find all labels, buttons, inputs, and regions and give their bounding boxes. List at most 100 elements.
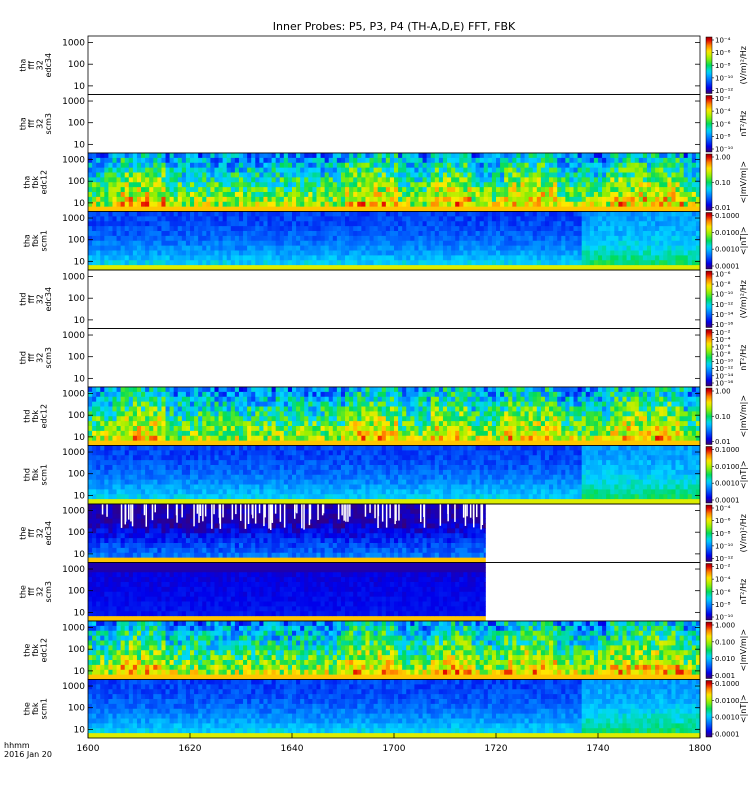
spectrogram-cell [276,182,281,187]
spectrogram-cell [414,407,419,412]
spectrogram-cell [198,387,203,392]
spectrogram-cell [394,246,399,251]
spectrogram-cell [361,168,366,173]
spectrogram-cell [655,187,660,192]
spectrogram-cell [182,251,187,256]
spectrogram-cell [378,177,383,182]
spectrogram-cell [574,158,579,163]
spectrogram-cell [210,436,215,441]
spectrogram-cell [129,402,134,407]
spectrogram-cell [247,197,252,202]
spectrogram-cell [296,158,301,163]
spectrogram-cell [647,236,652,241]
spectrogram-cell [435,231,440,236]
spectrogram-cell [598,202,603,207]
spectrogram-cell [508,231,513,236]
spectrogram-cell [402,202,407,207]
spectrogram-cell [586,236,591,241]
spectrogram-cell [243,402,248,407]
spectrogram-cell [692,236,697,241]
spectrogram-cell [219,173,224,178]
spectrogram-cell [541,236,546,241]
spectrogram-cell [663,251,668,256]
spectrogram-cell [170,221,175,226]
spectrogram-cell [386,153,391,158]
spectrogram-cell [112,168,117,173]
spectrogram-cell [398,212,403,217]
spectrogram-cell [569,168,574,173]
spectrogram-cell [149,231,154,236]
spectrogram-cell [137,212,142,217]
spectrogram-cell [153,421,158,426]
spectrogram-cell [525,187,530,192]
spectrogram-cell [590,260,595,265]
spectrogram-cell [341,197,346,202]
spectrogram-cell [206,260,211,265]
colorbar-tick-label: 10⁻⁴ [715,108,731,116]
spectrogram-cell [435,260,440,265]
spectrogram-cell [406,392,411,397]
spectrogram-cell [133,421,138,426]
spectrogram-cell [239,187,244,192]
spectrogram-cell [484,426,489,431]
spectrogram-cell [96,182,101,187]
spectrogram-cell [186,436,191,441]
spectrogram-cell [459,392,464,397]
spectrogram-cell [414,173,419,178]
spectrogram-cell [190,231,195,236]
spectrogram-cell [659,251,664,256]
spectrogram-cell [133,251,138,256]
spectrogram-cell [480,436,485,441]
spectrogram-cell [190,212,195,217]
spectrogram-cell [357,411,362,416]
spectrogram-cell [255,416,260,421]
spectrogram-cell [423,236,428,241]
spectrogram-cell [667,246,672,251]
spectrogram-cell [117,411,122,416]
spectrogram-cell [431,226,436,231]
spectrogram-cell [272,387,277,392]
spectrogram-cell [272,231,277,236]
spectrogram-cell [459,416,464,421]
spectrogram-cell [488,411,493,416]
spectrogram-cell [345,192,350,197]
spectrogram-cell [504,197,509,202]
spectrogram-cell [321,158,326,163]
spectrogram-cell [533,192,538,197]
spectrogram-cell [206,402,211,407]
spectrogram-cell [598,182,603,187]
spectrogram-cell [557,251,562,256]
spectrogram-cell [435,197,440,202]
spectrogram-cell [117,431,122,436]
spectrogram-cell [157,216,162,221]
spectrogram-cell [304,236,309,241]
spectrogram-cell [439,212,444,217]
spectrogram-cell [537,246,542,251]
spectrogram-cell [427,221,432,226]
spectrogram-cell [374,246,379,251]
spectrogram-cell [329,173,334,178]
spectrogram-cell [182,426,187,431]
spectrogram-cell [280,407,285,412]
spectrogram-cell [88,246,93,251]
spectrogram-cell [190,436,195,441]
spectrogram-cell [292,153,297,158]
spectrogram-cell [370,173,375,178]
spectrogram-cell [300,168,305,173]
spectrogram-cell [108,236,113,241]
spectrogram-cell [141,182,146,187]
spectrogram-cell [529,192,534,197]
spectrogram-cell [210,173,215,178]
spectrogram-cell [174,421,179,426]
spectrogram-cell [553,255,558,260]
spectrogram-cell [414,416,419,421]
spectrogram-cell [374,260,379,265]
spectrogram-cell [333,173,338,178]
spectrogram-cell [606,226,611,231]
spectrogram-cell [520,231,525,236]
spectrogram-cell [398,163,403,168]
spectrogram-cell [219,411,224,416]
spectrogram-cell [247,182,252,187]
spectrogram-cell [259,153,264,158]
spectrogram-cell [108,246,113,251]
